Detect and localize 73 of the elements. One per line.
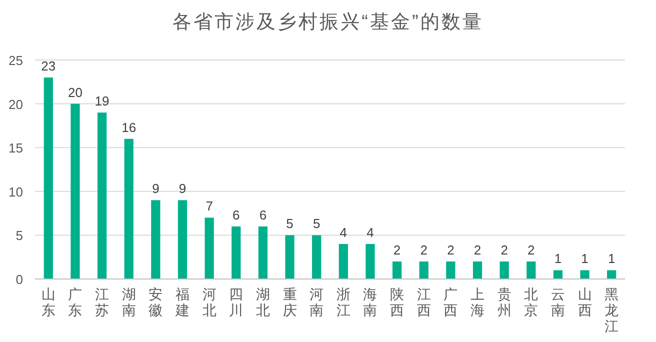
y-tick-label: 15 [8, 140, 23, 156]
x-tick-label: 江西 [416, 286, 431, 318]
bar [258, 226, 268, 279]
data-label: 2 [474, 242, 482, 258]
data-label: 1 [581, 251, 588, 266]
bar [338, 244, 348, 279]
x-tick-label: 浙江 [336, 286, 350, 318]
x-tick-label: 上海 [470, 286, 484, 318]
data-label: 1 [608, 251, 616, 266]
data-label: 2 [500, 242, 508, 258]
data-label: 4 [366, 224, 374, 240]
x-tick-label: 黑龙江 [604, 286, 619, 334]
bar [472, 261, 482, 279]
x-tick-label: 四川 [229, 286, 244, 318]
y-tick-label: 10 [8, 184, 23, 200]
bar [44, 78, 53, 279]
bar [178, 200, 188, 279]
x-tick-label: 福建 [174, 286, 190, 318]
bar [70, 104, 80, 279]
data-label: 9 [178, 181, 186, 196]
y-tick-label: 0 [16, 272, 23, 287]
bar [312, 235, 322, 279]
data-label: 6 [259, 207, 267, 222]
data-label: 5 [286, 216, 294, 232]
bar [204, 218, 214, 279]
bar [553, 270, 563, 279]
data-label: 4 [340, 224, 348, 240]
data-label: 6 [232, 207, 240, 222]
data-label: 16 [122, 120, 136, 135]
x-tick-label: 河北 [202, 286, 216, 318]
x-tick-label: 江苏 [95, 286, 110, 318]
x-tick-label: 河南 [310, 286, 324, 318]
x-tick-label: 贵州 [497, 286, 512, 318]
bar [285, 235, 294, 279]
data-label: 9 [152, 181, 160, 196]
bar [607, 270, 616, 279]
x-tick-label: 广西 [444, 286, 458, 318]
x-tick-label: 北京 [524, 286, 538, 318]
x-tick-label: 重庆 [282, 286, 297, 318]
data-label: 19 [94, 94, 110, 109]
bar [151, 200, 160, 279]
data-label: 5 [312, 216, 320, 232]
x-tick-label: 湖南 [122, 286, 136, 318]
data-label: 2 [528, 242, 535, 258]
bar [580, 270, 590, 279]
data-label: 1 [554, 251, 562, 266]
data-label: 23 [41, 58, 56, 74]
bar [97, 112, 107, 279]
y-tick-label: 25 [8, 53, 23, 68]
bar [392, 261, 402, 279]
data-label: 2 [393, 242, 401, 258]
x-tick-label: 湖北 [256, 286, 270, 318]
bar [366, 244, 375, 279]
x-tick-label: 海南 [363, 286, 378, 318]
y-tick-label: 5 [16, 228, 23, 244]
x-tick-label: 安徽 [148, 286, 163, 318]
chart-title: 各省市涉及乡村振兴“基金”的数量 [172, 11, 484, 33]
data-label: 2 [420, 242, 428, 258]
bar [232, 226, 241, 279]
bar [124, 138, 134, 279]
bar [446, 261, 456, 279]
bar [500, 261, 509, 279]
x-tick-label: 山西 [578, 286, 592, 318]
data-label: 2 [447, 242, 454, 258]
x-tick-label: 广东 [68, 286, 82, 318]
data-label: 7 [206, 198, 213, 214]
bar [526, 261, 536, 279]
y-tick-label: 20 [8, 96, 23, 112]
bar [419, 261, 428, 279]
x-tick-label: 云南 [550, 286, 565, 318]
data-label: 20 [68, 84, 82, 100]
x-tick-label: 山东 [41, 286, 56, 318]
x-tick-label: 陕西 [390, 286, 404, 318]
